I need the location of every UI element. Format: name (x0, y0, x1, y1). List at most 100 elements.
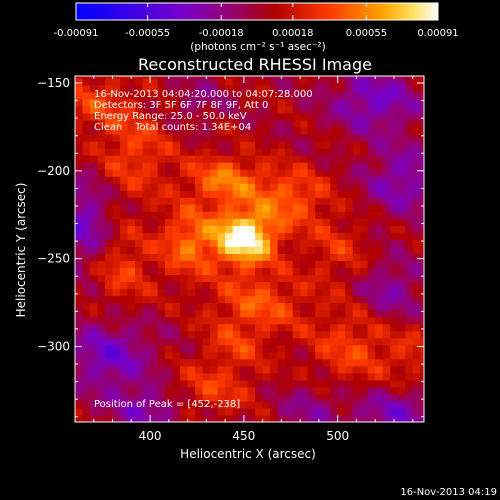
heatmap-cell (90, 344, 99, 353)
heatmap-cell (367, 372, 376, 381)
heatmap-cell (367, 77, 376, 86)
heatmap-cell (120, 372, 129, 381)
heatmap-cell (105, 126, 114, 135)
heatmap-cell (105, 148, 114, 156)
heatmap-cell (187, 105, 196, 114)
heatmap-cell (180, 77, 189, 86)
heatmap-cell (345, 112, 354, 121)
heatmap-cell (120, 155, 129, 163)
heatmap-cell (217, 302, 226, 311)
heatmap-cell (172, 337, 181, 346)
heatmap-cell (337, 302, 346, 311)
heatmap-cell (180, 351, 189, 360)
heatmap-cell (202, 302, 211, 311)
heatmap-cell (180, 358, 189, 367)
heatmap-cell (375, 197, 384, 205)
heatmap-cell (255, 393, 264, 402)
heatmap-cell (292, 126, 301, 135)
heatmap-cell (307, 246, 316, 254)
heatmap-cell (322, 365, 331, 374)
heatmap-cell (217, 295, 226, 304)
heatmap-cell (112, 155, 121, 163)
heatmap-cell (135, 176, 144, 184)
heatmap-cell (382, 232, 391, 240)
heatmap-cell (270, 148, 279, 156)
heatmap-cell (330, 407, 339, 416)
heatmap-cell (322, 295, 331, 304)
heatmap-cell (187, 295, 196, 304)
heatmap-cell (90, 274, 99, 283)
heatmap-cell (210, 379, 219, 388)
heatmap-cell (337, 176, 346, 184)
heatmap-cell (300, 91, 309, 100)
heatmap-cell (112, 148, 121, 156)
heatmap-cell (345, 351, 354, 360)
heatmap-cell (397, 365, 406, 374)
heatmap-cell (247, 126, 256, 135)
heatmap-cell (345, 365, 354, 374)
heatmap-cell (120, 84, 129, 93)
heatmap-cell (375, 386, 384, 395)
heatmap-cell (337, 98, 346, 107)
heatmap-cell (180, 197, 189, 205)
heatmap-cell (247, 133, 256, 142)
heatmap-cell (405, 204, 414, 212)
heatmap-cell (345, 323, 354, 332)
heatmap-cell (262, 232, 271, 240)
heatmap-cell (240, 386, 249, 395)
heatmap-cell (112, 218, 121, 226)
heatmap-cell (127, 190, 136, 198)
heatmap-cell (75, 84, 84, 93)
heatmap-cell (225, 358, 234, 367)
heatmap-cell (112, 295, 121, 304)
heatmap-cell (412, 98, 421, 107)
heatmap-cell (172, 197, 181, 205)
heatmap-cell (157, 140, 166, 149)
heatmap-cell (390, 379, 399, 388)
heatmap-cell (150, 162, 159, 170)
heatmap-cell (322, 91, 331, 100)
heatmap-cell (247, 232, 256, 240)
heatmap-cell (157, 274, 166, 283)
heatmap-cell (412, 140, 421, 149)
heatmap-cell (210, 105, 219, 114)
heatmap-cell (232, 211, 241, 219)
heatmap-cell (127, 155, 136, 163)
heatmap-cell (292, 204, 301, 212)
heatmap-cell (90, 155, 99, 163)
heatmap-cell (142, 204, 151, 212)
heatmap-cell (300, 379, 309, 388)
heatmap-cell (210, 393, 219, 402)
heatmap-cell (75, 358, 84, 367)
heatmap-cell (405, 140, 414, 149)
heatmap-cell (255, 379, 264, 388)
heatmap-cell (405, 267, 414, 276)
heatmap-cell (337, 351, 346, 360)
heatmap-cell (75, 133, 84, 142)
heatmap-cell (195, 112, 204, 121)
heatmap-cell (405, 281, 414, 290)
heatmap-cell (75, 211, 84, 219)
heatmap-cell (262, 176, 271, 184)
heatmap-cell (232, 260, 241, 269)
heatmap-cell (112, 274, 121, 283)
heatmap-cell (345, 84, 354, 93)
heatmap-cell (412, 344, 421, 353)
heatmap-cell (75, 169, 84, 177)
heatmap-cell (375, 267, 384, 276)
heatmap-cell (232, 414, 241, 422)
heatmap-cell (75, 379, 84, 388)
heatmap-cell (292, 105, 301, 114)
heatmap-cell (337, 155, 346, 163)
heatmap-cell (180, 400, 189, 409)
heatmap-cell (255, 91, 264, 100)
heatmap-cell (420, 295, 424, 304)
heatmap-cell (112, 76, 121, 79)
heatmap-cell (292, 218, 301, 226)
heatmap-cell (127, 344, 136, 353)
heatmap-cell (195, 232, 204, 240)
heatmap-cell (285, 218, 294, 226)
heatmap-cell (90, 232, 99, 240)
heatmap-cell (390, 112, 399, 121)
heatmap-cell (270, 126, 279, 135)
